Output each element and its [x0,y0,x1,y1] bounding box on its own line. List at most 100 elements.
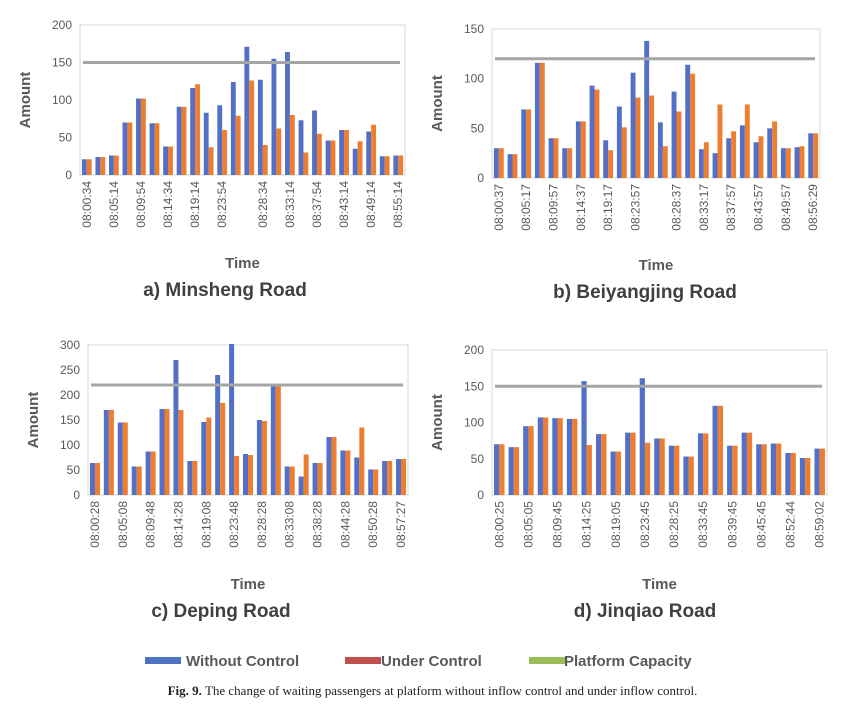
x-tick-label: 08:59:02 [813,501,827,548]
bar-without-control [229,344,235,495]
x-tick-label: 08:39:45 [725,501,739,548]
x-tick-label: 08:05:17 [519,184,533,231]
bar-under-control [539,62,545,178]
bar-under-control [140,98,146,175]
bar-without-control [89,463,95,495]
bar-without-control [726,138,732,178]
bar-without-control [644,40,650,178]
chart-panel-1: 0 50 100 150 200 08:00:34 08:05:14 08:09:54 08:1… [17,18,406,301]
bar-without-control [697,433,704,496]
legend-swatch-under-control [345,657,381,664]
bar-under-control [615,451,622,495]
x-tick-label: 08:33:45 [696,501,710,548]
bar-without-control [767,128,773,178]
bar-under-control [94,463,100,495]
bar-under-control [154,123,160,175]
x-tick-label: 08:05:14 [107,181,121,228]
bar-under-control [630,432,636,495]
bar-without-control [136,98,141,175]
bar-without-control [217,105,223,175]
bar-under-control [331,437,337,495]
bar-without-control [799,458,806,495]
bar-under-control [572,418,578,496]
legend-label-under-control: Under Control [381,653,482,670]
bar-under-control [113,155,119,175]
y-axis-title: Amount [17,72,34,129]
x-tick-label: 08:00:34 [80,181,94,228]
bar-under-control [635,97,641,178]
bar-without-control [325,140,331,175]
bar-under-control [150,451,156,495]
bar-without-control [630,72,636,178]
y-tick-label: 150 [464,379,484,393]
bar-without-control [581,381,587,495]
x-tick-label: 08:44:28 [338,501,352,548]
bar-without-control [201,422,207,495]
bar-under-control [276,128,282,175]
bar-under-control [127,122,133,175]
bar-under-control [744,104,750,178]
bar-without-control [95,157,101,175]
bar-under-control [303,454,309,495]
bar-without-control [122,122,128,175]
x-tick-label: 08:05:08 [116,501,130,548]
x-tick-label: 08:09:54 [134,181,148,228]
x-tick-label: 08:19:05 [609,501,623,548]
x-tick-label: 08:09:45 [551,501,565,548]
bar-without-control [523,426,529,496]
bar-under-control [398,155,404,175]
x-tick-label: 08:00:37 [492,184,506,231]
bar-without-control [396,459,402,495]
y-tick-label: 50 [67,463,81,477]
bar-without-control [284,466,290,495]
bar-without-control [625,432,631,495]
bar-without-control [575,121,581,178]
caption-text: The change of waiting passengers at plat… [204,683,698,698]
x-tick-label: 08:23:57 [629,184,643,231]
plot-frame [79,24,406,176]
bar-under-control [621,127,627,178]
bar-without-control [756,444,762,495]
bar-without-control [117,422,123,495]
bar-without-control [493,148,499,178]
bar-without-control [537,417,543,495]
x-tick-label: 08:52:44 [784,501,798,548]
bar-without-control [190,88,196,175]
x-tick-label: 08:14:25 [580,501,594,548]
x-tick-label: 08:28:37 [670,184,684,231]
bar-under-control [371,124,377,175]
bar-under-control [261,421,267,495]
bar-without-control [257,79,263,175]
bar-without-control [312,463,318,495]
x-tick-label: 08:37:54 [310,181,324,228]
bar-without-control [173,360,179,495]
bar-under-control [317,463,323,495]
bar-under-control [580,121,586,178]
bar-without-control [794,147,800,178]
bar-under-control [776,443,782,495]
bar-under-control [659,438,665,495]
x-tick-label: 08:23:48 [227,501,241,548]
bar-without-control [368,469,374,495]
bar-without-control [366,131,372,175]
bar-under-control [235,115,241,175]
x-axis-title: Time [225,255,260,272]
bar-without-control [271,58,277,175]
bar-without-control [340,450,346,495]
x-tick-label: 08:23:45 [638,501,652,548]
x-tick-label: 08:33:17 [697,184,711,231]
bar-under-control [557,418,563,495]
bar-under-control [100,157,106,175]
bar-without-control [270,386,276,495]
panel-title: c) Deping Road [151,601,290,622]
bar-under-control [208,147,214,175]
bar-under-control [567,148,573,178]
y-tick-label: 0 [73,488,80,502]
bar-without-control [785,452,791,495]
panel-title: b) Beiyangjing Road [553,282,737,303]
bar-without-control [534,62,540,178]
bar-under-control [676,111,682,178]
bar-without-control [242,454,248,495]
bar-without-control [654,438,660,495]
bar-without-control [685,64,691,178]
